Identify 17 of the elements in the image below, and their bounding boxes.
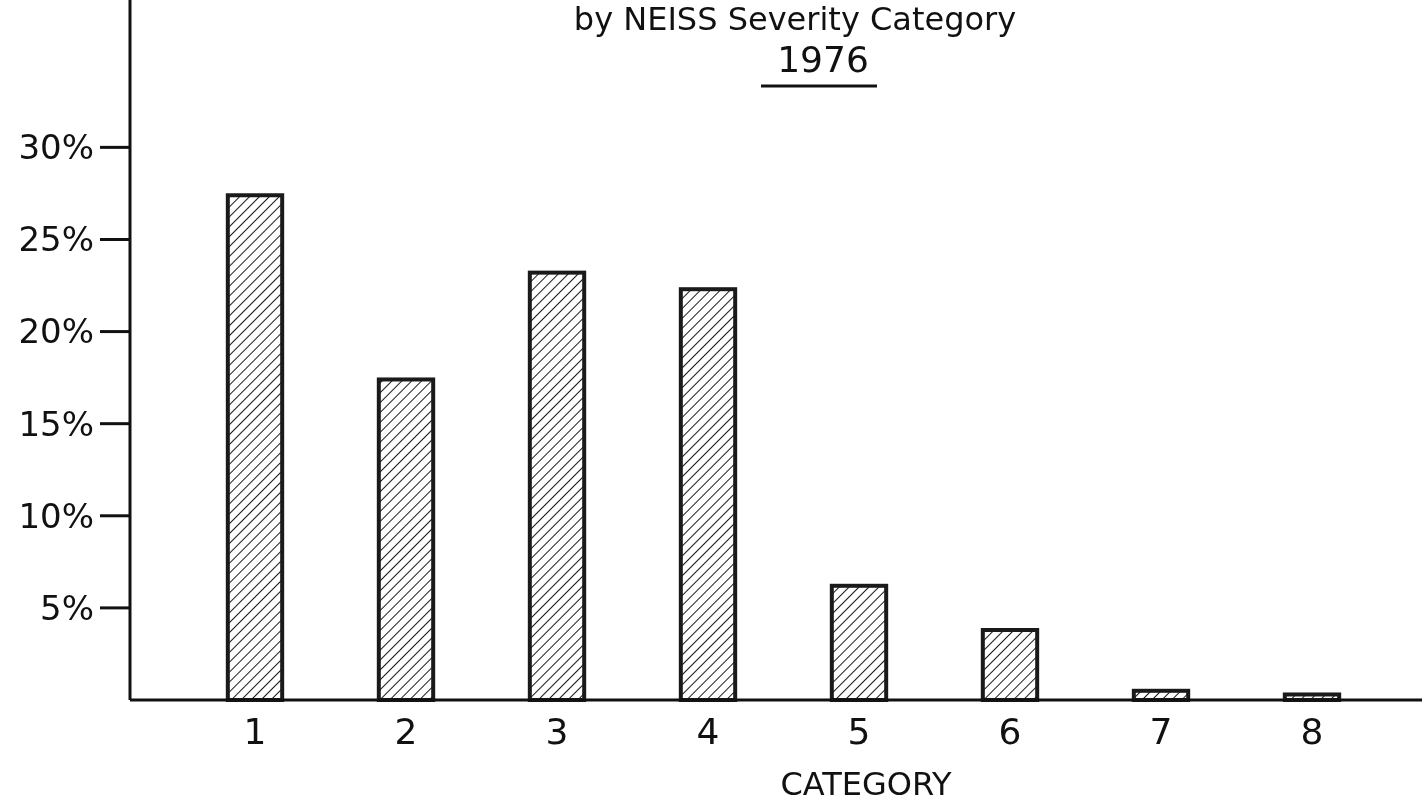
chart-title: by NEISS Severity Category — [573, 0, 1017, 38]
y-tick-label: 30% — [18, 127, 94, 168]
x-tick-label: 5 — [847, 711, 871, 752]
x-tick-label: 7 — [1149, 711, 1173, 752]
y-tick-label: 25% — [18, 219, 94, 260]
x-tick-label: 1 — [243, 711, 267, 752]
y-tick-label: 10% — [18, 495, 94, 536]
x-tick-label: 4 — [696, 711, 720, 752]
y-tick-label: 20% — [18, 311, 94, 352]
text: 1976 — [777, 39, 869, 80]
x-tick-label: 6 — [998, 711, 1022, 752]
x-tick-label: 3 — [545, 711, 569, 752]
y-tick-label: 5% — [40, 587, 94, 628]
x-axis-title: CATEGORY — [780, 765, 953, 803]
x-tick-label: 2 — [394, 711, 418, 752]
y-tick-label: 15% — [18, 403, 94, 444]
x-tick-label: 8 — [1300, 711, 1324, 752]
